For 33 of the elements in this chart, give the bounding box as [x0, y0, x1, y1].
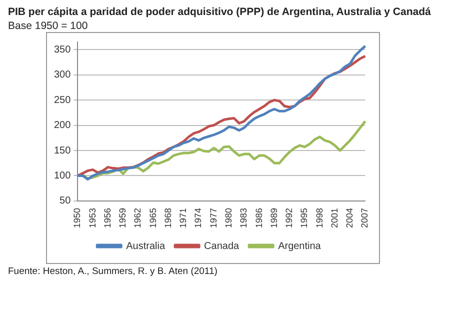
x-tick-label: 1950 — [72, 208, 82, 228]
x-tick-label: 1974 — [193, 208, 204, 228]
x-tick-label: 1965 — [148, 208, 158, 228]
x-tick-label: 1962 — [132, 208, 143, 228]
x-tick-label: 2007 — [360, 208, 370, 228]
y-tick-label: 100 — [54, 170, 72, 182]
y-tick-label: 300 — [54, 70, 72, 81]
y-tick-label: 200 — [54, 120, 72, 132]
x-tick-label: 1956 — [102, 208, 112, 228]
x-tick-label: 2001 — [329, 208, 340, 228]
source-note: Fuente: Heston, A., Summers, R. y B. Aten (2011) — [8, 266, 218, 277]
y-tick-label: 50 — [60, 196, 72, 207]
legend-label: Australia — [126, 240, 166, 252]
y-tick-label: 250 — [54, 94, 72, 106]
x-tick-label: 1953 — [87, 208, 98, 228]
x-tick-label: 1992 — [284, 208, 294, 228]
x-tick-label: 1995 — [299, 208, 310, 228]
x-tick-label: 2004 — [344, 208, 355, 228]
x-tick-label: 1998 — [314, 208, 324, 228]
x-tick-label: 1980 — [223, 208, 234, 228]
x-tick-label: 1971 — [178, 208, 188, 228]
x-tick-label: 1986 — [254, 208, 264, 228]
chart-title: PIB per cápita a paridad de poder adquisitivo (PPP) de Argentina, Australia y Canadá — [8, 6, 431, 18]
chart-subtitle: Base 1950 = 100 — [8, 20, 88, 32]
x-tick-label: 1977 — [208, 208, 218, 228]
legend-label: Argentina — [278, 240, 322, 252]
y-tick-label: 350 — [54, 44, 72, 56]
legend-label: Canada — [204, 240, 240, 252]
x-tick-label: 1989 — [268, 208, 279, 228]
y-tick-label: 150 — [54, 145, 72, 156]
x-tick-label: 1959 — [118, 208, 128, 228]
x-tick-label: 1968 — [162, 208, 173, 228]
x-tick-label: 1983 — [238, 208, 249, 228]
